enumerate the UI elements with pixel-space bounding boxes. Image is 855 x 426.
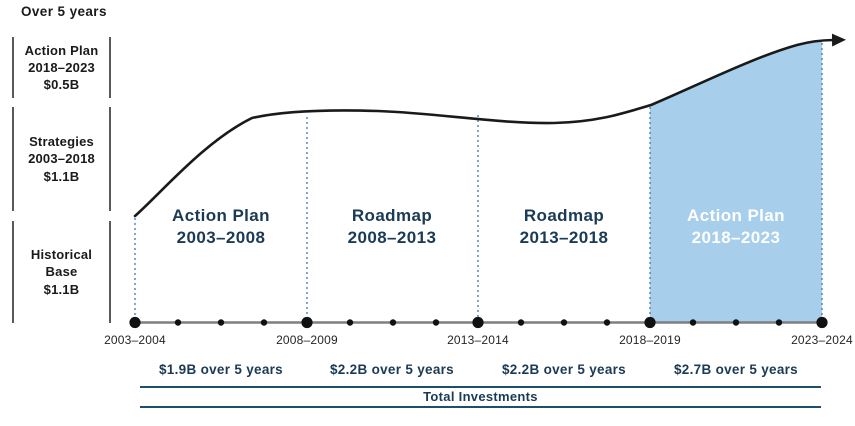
band-label-line: Action Plan bbox=[24, 42, 99, 58]
band-amount: $1.1B bbox=[43, 168, 80, 184]
investment-label-3: $2.2B over 5 years bbox=[502, 362, 626, 377]
period-years: 2003–2008 bbox=[176, 228, 266, 248]
left-axis-band-action-plan: Action Plan 2018–2023 $0.5B bbox=[12, 37, 111, 98]
band-amount: $1.1B bbox=[43, 281, 80, 297]
period-label-action-plan-2018: Action Plan 2018–2023 bbox=[651, 205, 821, 249]
band-label-line: 2018–2023 bbox=[28, 59, 95, 75]
total-investments-label: Total Investments bbox=[423, 389, 538, 404]
period-years: 2013–2018 bbox=[519, 228, 609, 248]
band-amount: $0.5B bbox=[43, 77, 80, 93]
band-label-line: Historical bbox=[30, 247, 93, 263]
total-investments-rule-bottom bbox=[140, 406, 821, 408]
timeline-minor-dots bbox=[174, 319, 783, 326]
tick-label-2013-2014: 2013–2014 bbox=[447, 333, 509, 347]
period-name: Roadmap bbox=[523, 206, 605, 225]
period-years: 2018–2023 bbox=[691, 228, 781, 248]
tick-label-2008-2009: 2008–2009 bbox=[276, 333, 338, 347]
timeline-major-dots bbox=[129, 316, 828, 329]
over-5-years-label: Over 5 years bbox=[21, 4, 107, 19]
period-years: 2008–2013 bbox=[347, 228, 437, 248]
period-label-roadmap-2008: Roadmap 2008–2013 bbox=[307, 205, 477, 249]
tick-label-2018-2019: 2018–2019 bbox=[619, 333, 681, 347]
period-label-roadmap-2013: Roadmap 2013–2018 bbox=[479, 205, 649, 249]
investment-label-1: $1.9B over 5 years bbox=[159, 362, 283, 377]
period-name: Roadmap bbox=[351, 206, 433, 225]
tick-label-2023-2024: 2023–2024 bbox=[791, 333, 853, 347]
growth-curve bbox=[133, 33, 846, 218]
left-axis-band-strategies: Strategies 2003–2018 $1.1B bbox=[12, 107, 111, 211]
investment-label-4: $2.7B over 5 years bbox=[674, 362, 798, 377]
band-label-line: Base bbox=[45, 264, 78, 280]
period-name: Action Plan bbox=[687, 206, 785, 225]
highlight-area-2018-2023 bbox=[650, 41, 822, 322]
investment-label-2: $2.2B over 5 years bbox=[330, 362, 454, 377]
band-label-line: 2003–2018 bbox=[28, 151, 95, 167]
period-name: Action Plan bbox=[172, 206, 270, 225]
band-label-line: Strategies bbox=[29, 134, 94, 150]
total-investments-rule-top bbox=[140, 386, 821, 388]
left-axis-band-historical-base: Historical Base $1.1B bbox=[12, 221, 111, 323]
period-label-action-plan-2003: Action Plan 2003–2008 bbox=[136, 205, 306, 249]
tick-label-2003-2004: 2003–2004 bbox=[104, 333, 166, 347]
